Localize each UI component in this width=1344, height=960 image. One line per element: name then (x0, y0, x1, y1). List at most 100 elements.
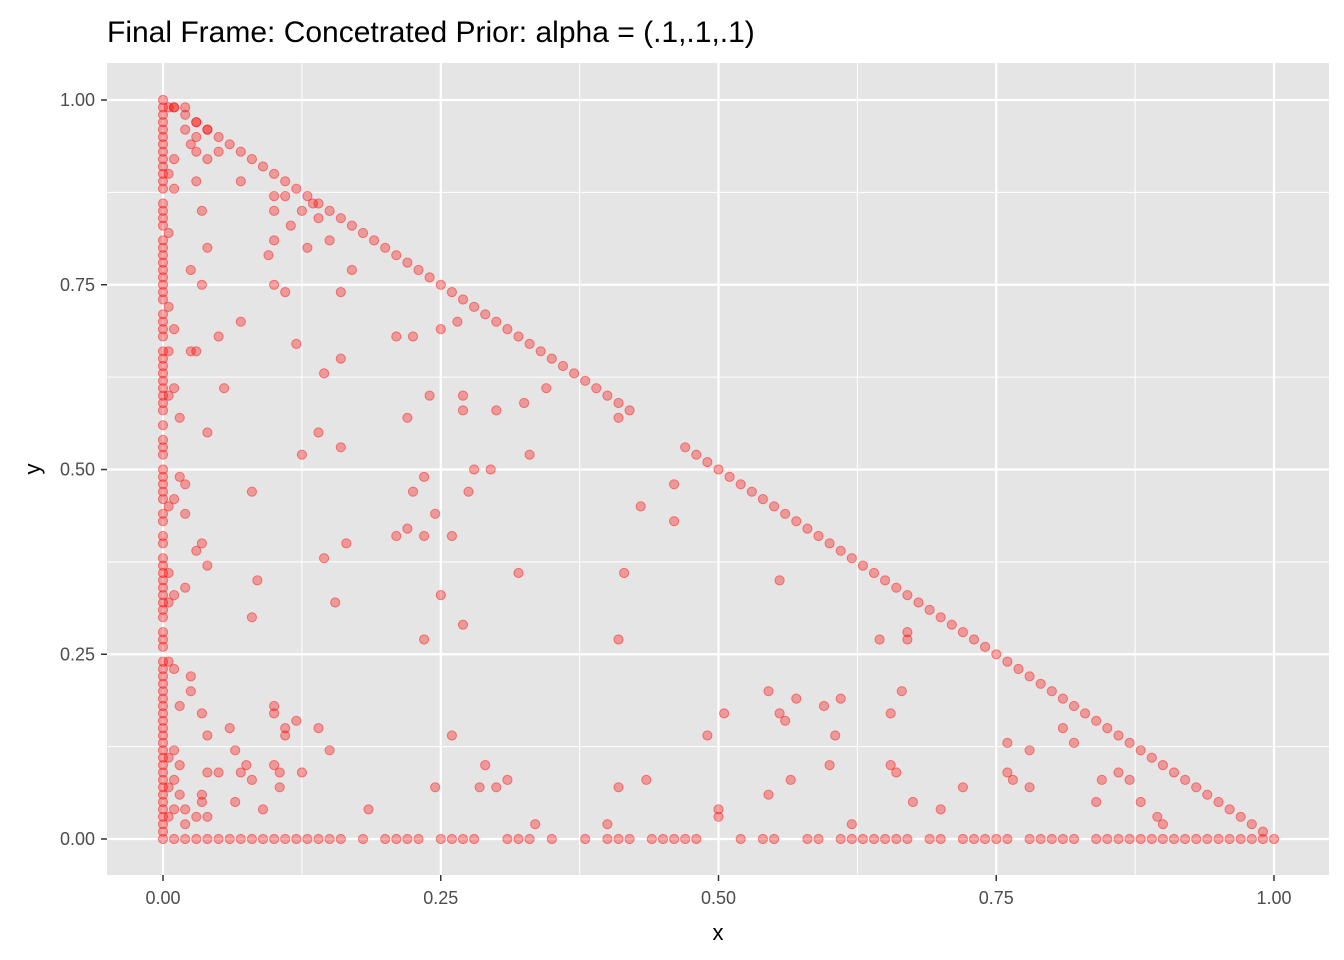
data-point (202, 730, 213, 741)
data-point (541, 383, 552, 394)
data-point (224, 723, 235, 734)
data-point (757, 494, 769, 505)
data-point (157, 102, 169, 113)
data-point (519, 397, 530, 409)
data-point (524, 338, 535, 349)
data-point (202, 560, 213, 571)
data-point (430, 508, 441, 519)
data-point (157, 434, 169, 445)
data-point (1213, 796, 1224, 808)
data-point (180, 582, 191, 593)
y-tick-label: 0.75 (60, 275, 95, 295)
data-point (813, 833, 824, 845)
data-point (1002, 737, 1013, 749)
data-point (1135, 796, 1146, 808)
data-point (246, 486, 257, 497)
data-point (669, 479, 680, 490)
data-point (174, 700, 185, 712)
data-point (324, 833, 335, 845)
data-point (269, 760, 280, 771)
data-point (591, 383, 602, 394)
data-point (857, 833, 869, 845)
data-point (480, 309, 491, 320)
data-point (180, 833, 191, 845)
data-point (185, 686, 196, 697)
data-point (163, 390, 174, 401)
data-point (157, 671, 169, 682)
data-point (235, 146, 246, 157)
data-point (846, 833, 857, 845)
data-point (157, 176, 169, 187)
data-point (157, 700, 169, 712)
data-point (157, 708, 169, 719)
data-point (530, 819, 541, 830)
data-point (363, 804, 374, 815)
data-point (1246, 833, 1257, 845)
data-point (791, 693, 802, 704)
data-point (157, 767, 169, 778)
data-point (1224, 804, 1235, 815)
data-point (157, 486, 169, 497)
data-point (157, 117, 169, 128)
data-point (1035, 833, 1046, 845)
data-point (813, 530, 824, 542)
data-point (157, 604, 169, 616)
data-point (613, 833, 624, 845)
data-point (680, 833, 691, 845)
data-point (319, 553, 330, 564)
data-point (469, 833, 480, 845)
data-point (635, 501, 646, 512)
data-point (885, 708, 896, 719)
x-tick-label: 0.00 (145, 888, 180, 908)
data-point (580, 375, 591, 386)
x-axis-title: x (713, 920, 724, 945)
data-point (335, 287, 346, 298)
data-point (896, 686, 907, 697)
data-point (407, 331, 419, 342)
data-point (835, 693, 846, 704)
data-points (157, 94, 1280, 845)
data-point (263, 250, 274, 261)
data-point (1213, 833, 1224, 845)
data-point (191, 146, 202, 157)
data-point (1002, 833, 1013, 845)
data-point (868, 567, 880, 579)
data-point (157, 516, 169, 527)
data-point (157, 804, 169, 815)
data-point (624, 405, 635, 416)
y-tick-label: 0.00 (60, 829, 95, 849)
data-point (191, 131, 202, 143)
data-point (157, 324, 169, 335)
data-point (569, 368, 580, 379)
data-point (1024, 745, 1035, 756)
data-point (157, 139, 169, 150)
data-point (1257, 826, 1269, 837)
data-point (935, 804, 946, 815)
data-point (818, 700, 830, 712)
data-point (335, 833, 346, 845)
data-point (602, 819, 613, 830)
data-point (169, 745, 180, 756)
data-point (169, 774, 180, 786)
data-point (624, 833, 635, 845)
data-point (1096, 774, 1107, 786)
data-point (302, 242, 313, 253)
data-point (791, 516, 802, 527)
data-point (435, 324, 446, 335)
data-point (157, 737, 169, 749)
data-point (196, 796, 207, 808)
data-point (291, 183, 302, 194)
data-point (457, 619, 469, 630)
data-point (435, 833, 446, 845)
data-point (641, 774, 652, 786)
data-point (691, 833, 702, 845)
data-point (169, 154, 180, 165)
data-point (1235, 811, 1246, 822)
data-point (391, 250, 402, 261)
data-point (157, 686, 169, 697)
data-point (446, 287, 457, 298)
data-point (1180, 833, 1191, 845)
data-point (224, 833, 235, 845)
data-point (269, 205, 280, 216)
data-point (957, 627, 969, 638)
